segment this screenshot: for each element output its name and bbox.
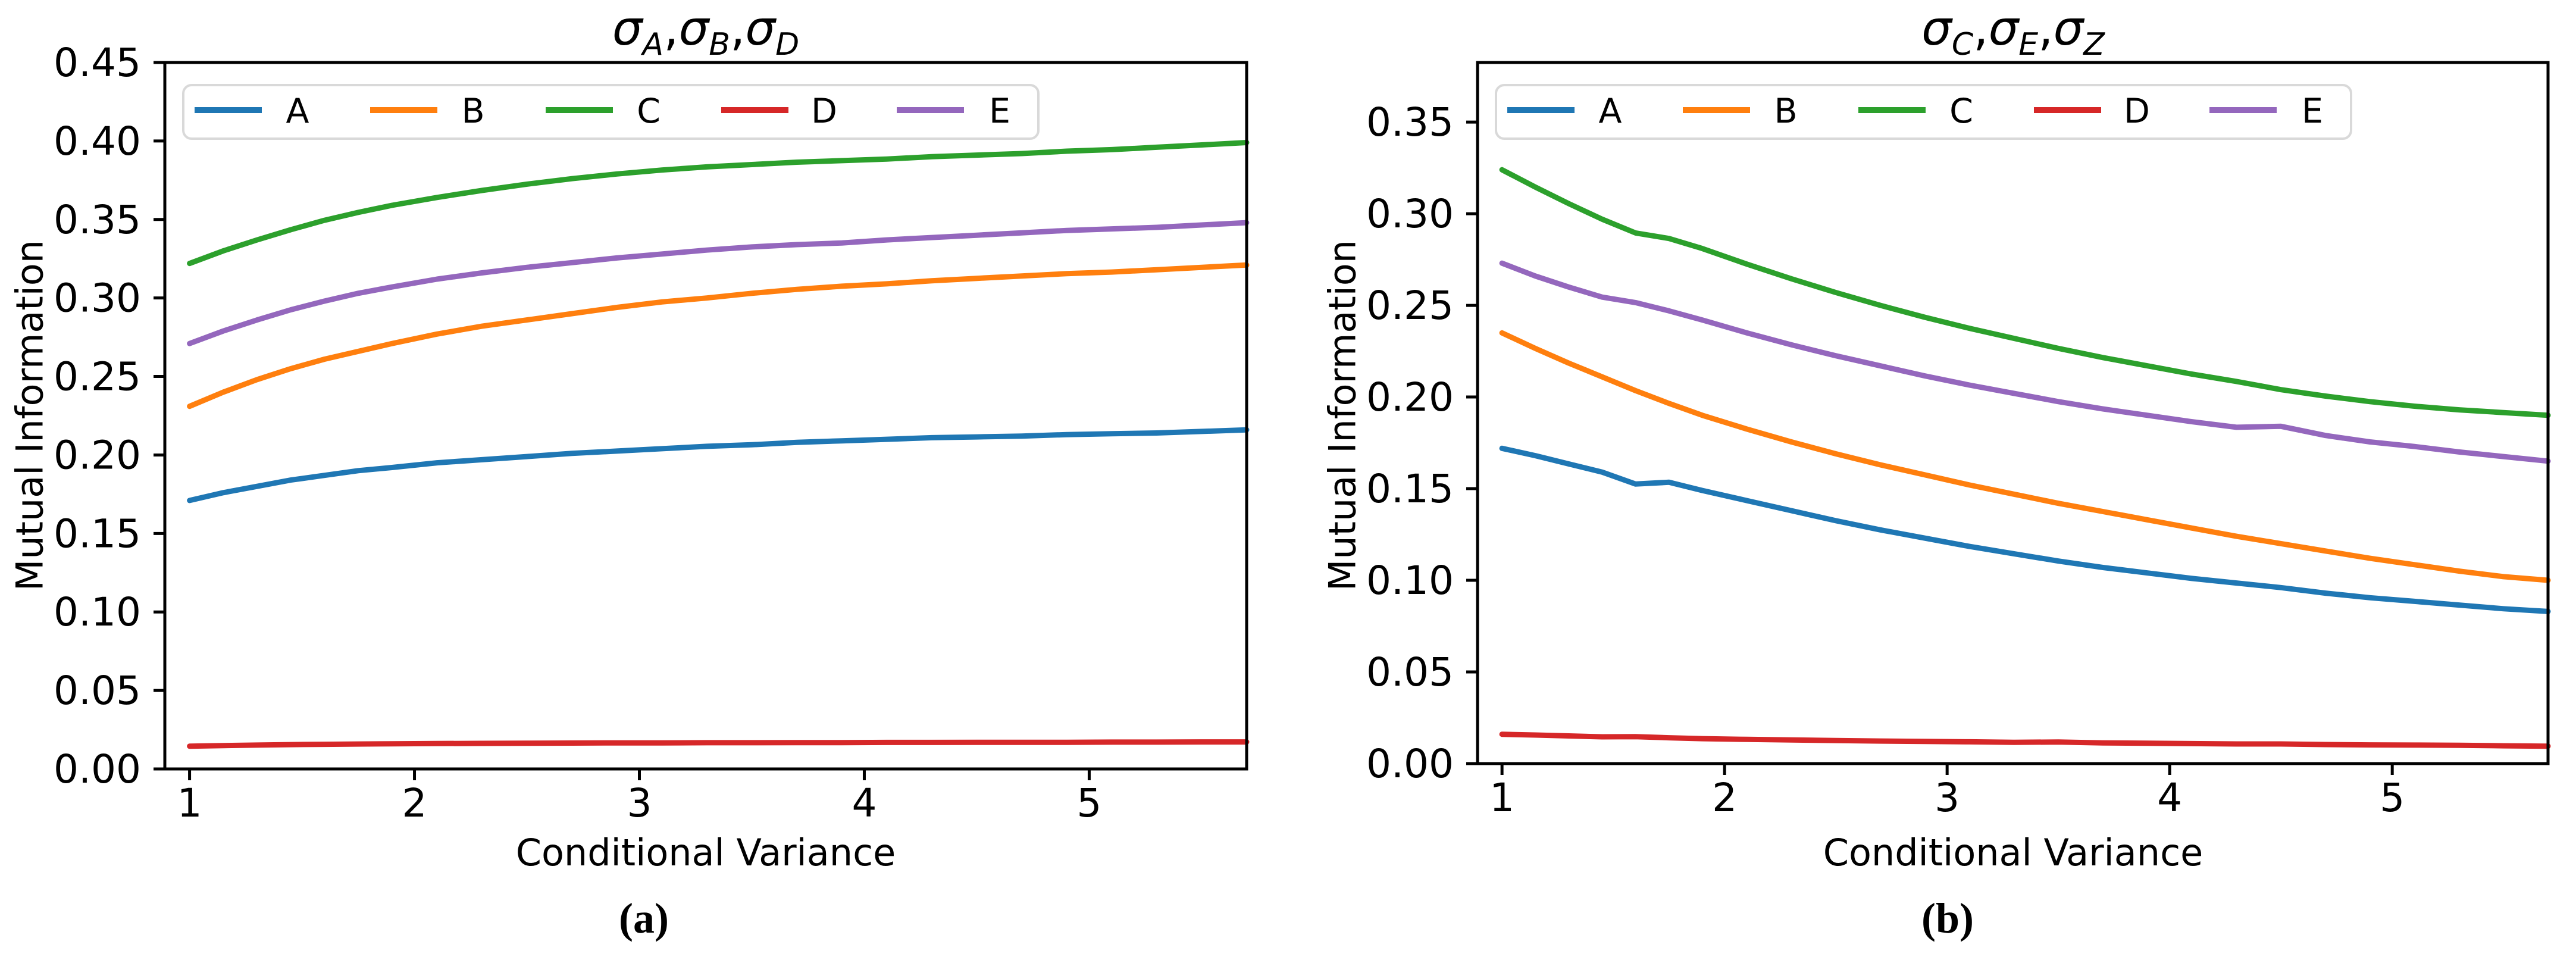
y-tick-label: 0.30 xyxy=(54,276,141,321)
title-comma: , xyxy=(2038,1,2054,56)
series-line-A xyxy=(187,427,1250,504)
x-tick-label: 1 xyxy=(177,780,202,826)
title-comma: , xyxy=(730,1,746,56)
y-tick-label: 0.05 xyxy=(54,668,141,714)
legend-label-A: A xyxy=(1599,92,1622,131)
title-sigma-subscript: C xyxy=(1951,27,1974,62)
series-line-B xyxy=(1499,330,2551,583)
x-tick-label: 3 xyxy=(1935,775,1960,821)
series-line-D xyxy=(1499,731,2551,749)
chart-b-ylabel: Mutual Information xyxy=(1320,239,1364,592)
legend-label-E: E xyxy=(989,92,1010,131)
x-tick-label: 4 xyxy=(2157,775,2182,821)
x-tick-label: 3 xyxy=(627,780,652,826)
series-line-C xyxy=(187,140,1250,267)
legend-label-C: C xyxy=(637,92,661,131)
y-tick-label: 0.35 xyxy=(1366,99,1454,145)
title-sigma: σ xyxy=(2053,1,2084,56)
y-tick-label: 0.00 xyxy=(1366,741,1454,787)
panel-a: 1 2 3 4 5 0.00 0.05 0.10 0.15 0.20 0.25 0.30 0.35 0.4… xyxy=(8,5,1250,942)
series-line-E xyxy=(1499,260,2551,464)
y-tick-label: 0.20 xyxy=(54,432,141,478)
y-tick-label: 0.10 xyxy=(54,589,141,635)
title-sigma-subscript: D xyxy=(775,27,800,62)
title-sigma: σ xyxy=(1921,1,1952,56)
title-sigma: σ xyxy=(745,1,776,56)
legend-label-B: B xyxy=(1774,92,1797,131)
x-tick-label: 2 xyxy=(402,780,427,826)
legend-label-E: E xyxy=(2302,92,2323,131)
legend-label-A: A xyxy=(286,92,309,131)
x-tick-label: 5 xyxy=(1076,780,1101,826)
y-tick-label: 0.25 xyxy=(54,354,141,400)
panel-b: 1 2 3 4 5 0.00 0.05 0.10 0.15 0.20 0.25 0.30 0.35 A B C… xyxy=(1288,0,2576,960)
chart-b-svg: 1 2 3 4 5 0.00 0.05 0.10 0.15 0.20 0.25 0.30 0.35 A B C… xyxy=(1366,61,2551,821)
series-line-B xyxy=(187,262,1250,409)
series-line-A xyxy=(1499,445,2551,614)
title-comma: , xyxy=(1973,1,1989,56)
y-tick-label: 0.30 xyxy=(1366,191,1454,237)
legend-label-D: D xyxy=(2124,92,2150,131)
title-sigma-subscript: Z xyxy=(2083,27,2105,62)
legend-label-C: C xyxy=(1949,92,1973,131)
title-sigma-subscript: A xyxy=(642,27,664,62)
series-line-C xyxy=(1499,167,2551,418)
x-tick-label: 4 xyxy=(852,780,877,826)
chart-a-caption: (a) xyxy=(619,895,669,942)
y-tick-label: 0.10 xyxy=(1366,558,1454,603)
title-sigma: σ xyxy=(678,1,709,56)
y-tick-label: 0.45 xyxy=(54,40,141,86)
y-tick-label: 0.15 xyxy=(1366,466,1454,512)
x-tick-label: 5 xyxy=(2380,775,2405,821)
y-tick-label: 0.25 xyxy=(1366,283,1454,329)
series-line-D xyxy=(187,739,1250,749)
x-tick-label: 1 xyxy=(1489,775,1514,821)
title-sigma: σ xyxy=(1988,1,2019,56)
y-tick-label: 0.40 xyxy=(54,118,141,164)
y-tick-label: 0.00 xyxy=(54,746,141,792)
plot-border xyxy=(163,61,1248,771)
y-tick-label: 0.15 xyxy=(54,511,141,556)
series-line-E xyxy=(187,220,1250,346)
chart-a-title: σA,σB,σD xyxy=(612,5,799,61)
chart-b-caption: (b) xyxy=(1921,895,1974,942)
chart-a-xlabel: Conditional Variance xyxy=(515,831,896,874)
title-sigma-subscript: B xyxy=(709,27,730,62)
title-comma: , xyxy=(663,1,679,56)
title-sigma: σ xyxy=(612,1,643,56)
legend-label-D: D xyxy=(811,92,837,131)
chart-a-ylabel: Mutual Information xyxy=(8,239,52,592)
y-tick-label: 0.35 xyxy=(54,197,141,243)
title-sigma-subscript: E xyxy=(2018,27,2039,62)
y-tick-label: 0.05 xyxy=(1366,649,1454,695)
x-tick-label: 2 xyxy=(1712,775,1737,821)
chart-b-xlabel: Conditional Variance xyxy=(1823,831,2203,874)
legend-label-B: B xyxy=(461,92,484,131)
chart-a-svg: 1 2 3 4 5 0.00 0.05 0.10 0.15 0.20 0.25 0.30 0.35 0.4… xyxy=(54,40,1250,826)
plot-border xyxy=(1476,61,2550,765)
chart-b-title: σC,σE,σZ xyxy=(1921,5,2105,61)
y-tick-label: 0.20 xyxy=(1366,374,1454,420)
